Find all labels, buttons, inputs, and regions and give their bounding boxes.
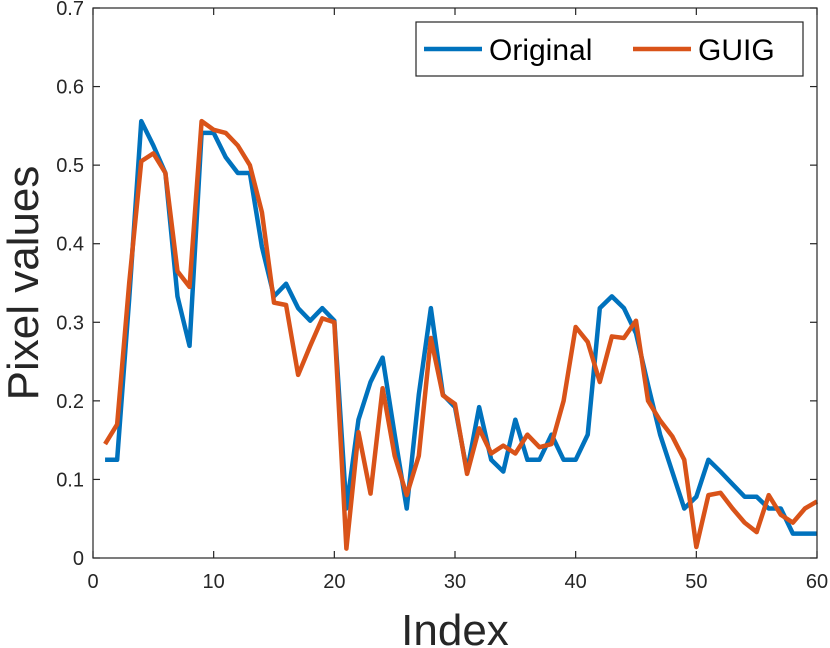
legend-label-guig: GUIG xyxy=(698,34,775,67)
x-tick-label: 0 xyxy=(87,571,98,593)
x-tick-label: 10 xyxy=(203,571,225,593)
y-tick-label: 0.7 xyxy=(56,0,84,20)
legend: Original GUIG xyxy=(415,21,804,77)
y-tick-label: 0.3 xyxy=(56,312,84,334)
plot-lines xyxy=(103,118,819,551)
y-tick-label: 0.1 xyxy=(56,469,84,491)
plot-frame xyxy=(92,7,818,559)
x-tick-label: 60 xyxy=(806,571,828,593)
y-tick-label: 0.2 xyxy=(56,391,84,413)
series-line-guig xyxy=(103,118,819,551)
legend-label-original: Original xyxy=(489,34,592,67)
y-tick-label: 0.6 xyxy=(56,77,84,99)
y-tick-label: 0.5 xyxy=(56,155,84,177)
x-tick-label: 40 xyxy=(565,571,587,593)
axis-ticks: 0 10 20 30 40 50 60 0 0.1 0.2 0.3 0.4 0.5 0.6 0.7 xyxy=(56,0,828,593)
series-line-original xyxy=(105,118,817,536)
x-tick-label: 50 xyxy=(685,571,707,593)
x-tick-label: 30 xyxy=(444,571,466,593)
y-tick-label: 0.4 xyxy=(56,234,84,256)
y-tick-label: 0 xyxy=(73,548,84,570)
y-axis-label: Pixel values xyxy=(0,166,48,401)
x-axis-label: Index xyxy=(401,606,509,648)
x-tick-label: 20 xyxy=(323,571,345,593)
